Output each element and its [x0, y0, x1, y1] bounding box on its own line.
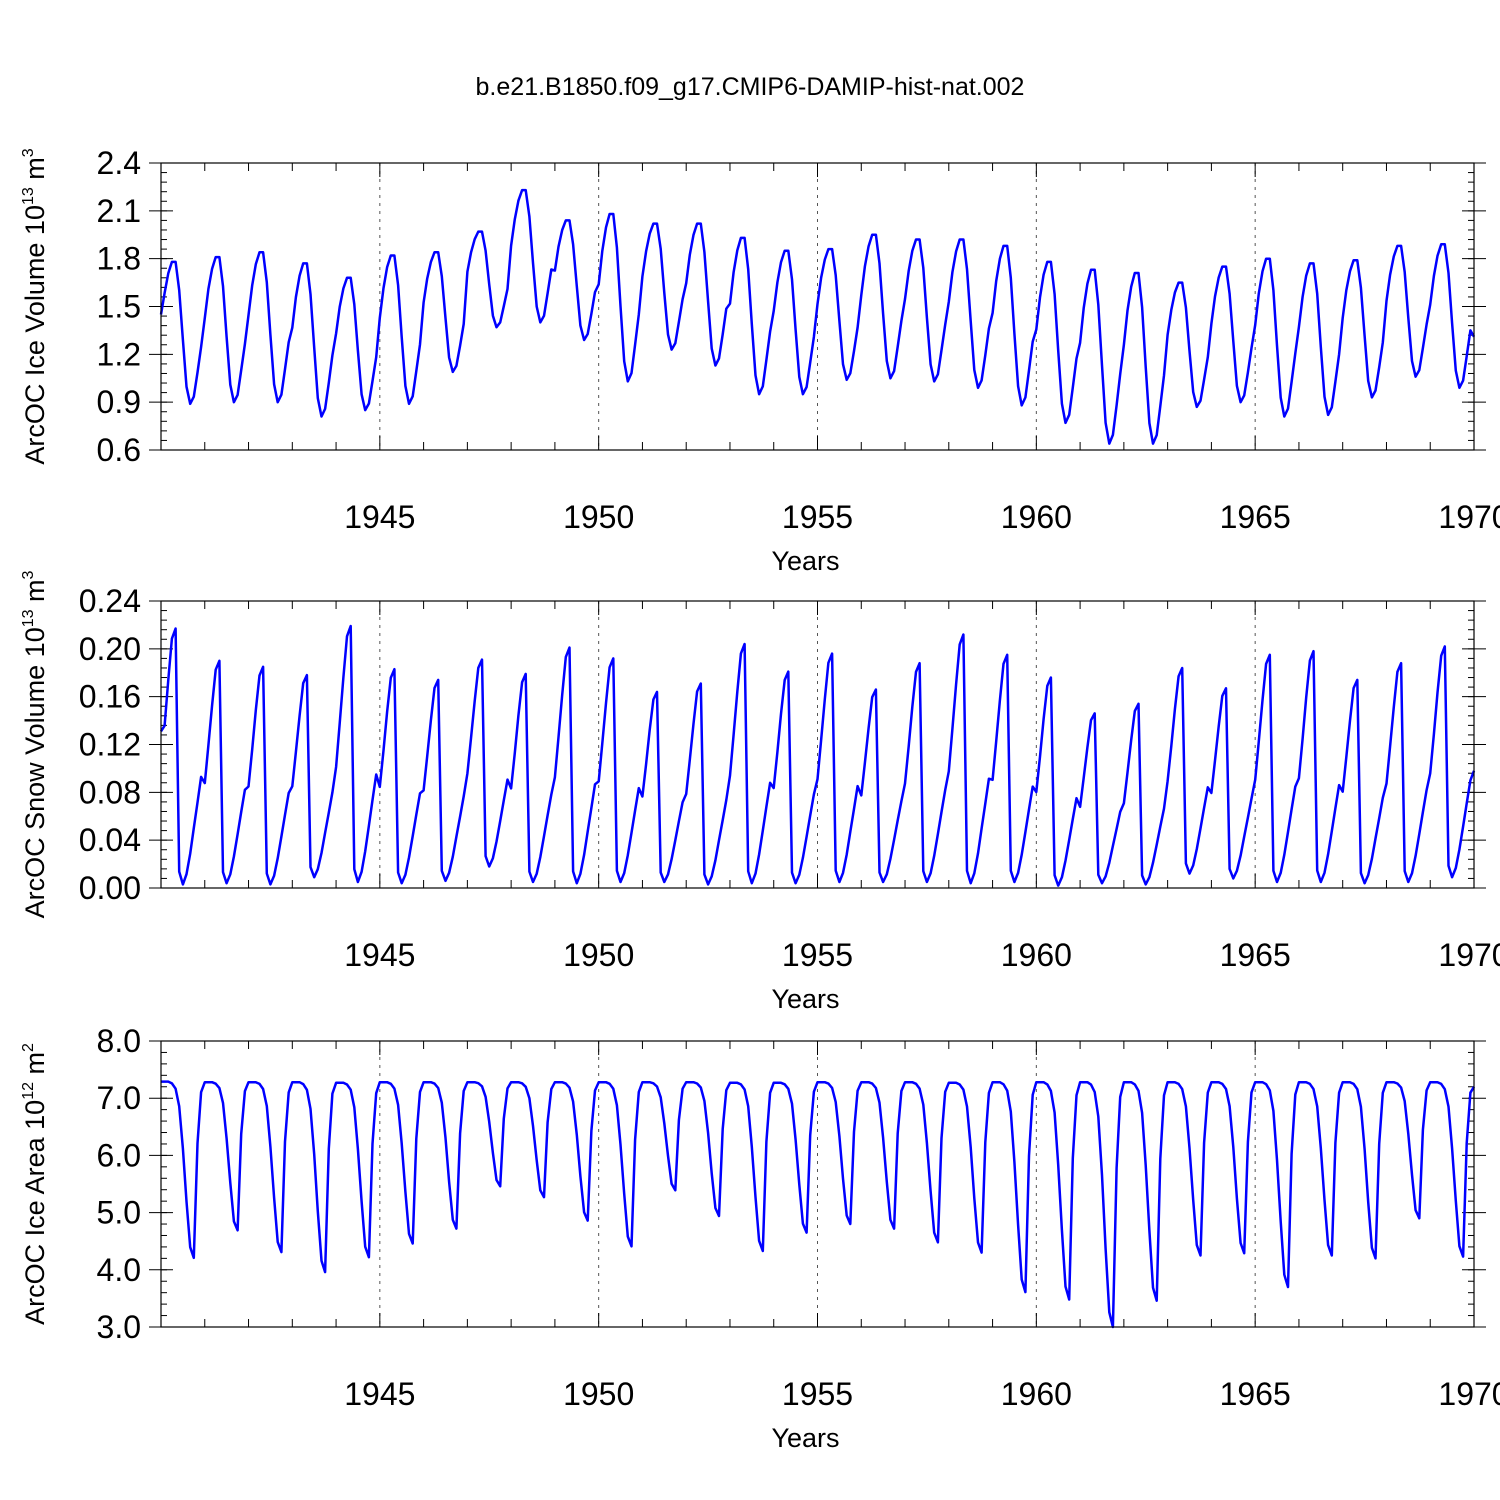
- x-tick-label: 1960: [1001, 1376, 1072, 1412]
- plot-frame: [160, 600, 1475, 889]
- x-axis-label: Years: [771, 546, 839, 576]
- x-tick-label: 1945: [344, 937, 415, 973]
- y-tick-label: 0.12: [79, 727, 141, 763]
- y-tick-label: 0.24: [79, 583, 141, 619]
- x-tick-label: 1945: [344, 499, 415, 535]
- x-tick-label: 1965: [1220, 937, 1291, 973]
- plot-frame: [160, 162, 1475, 451]
- x-tick-label: 1955: [782, 937, 853, 973]
- ice-area-series-line: [161, 1080, 1476, 1329]
- y-tick-label: 0.04: [79, 822, 141, 858]
- x-tick-label: 1955: [782, 1376, 853, 1412]
- y-tick-label: 4.0: [97, 1252, 141, 1288]
- x-tick-label: 1965: [1220, 499, 1291, 535]
- y-tick-label: 0.9: [97, 384, 141, 420]
- y-tick-label: 6.0: [97, 1137, 141, 1173]
- y-axis-label: ArcOC Snow Volume 1013 m3: [20, 570, 50, 918]
- y-tick-label: 0.20: [79, 631, 141, 667]
- y-tick-label: 0.16: [79, 679, 141, 715]
- plot-frame: [160, 1040, 1475, 1328]
- x-axis-label: Years: [771, 984, 839, 1014]
- y-tick-label: 0.08: [79, 774, 141, 810]
- y-axis-label: ArcOC Ice Volume 1013 m3: [20, 148, 50, 464]
- y-tick-label: 0.00: [79, 870, 141, 906]
- y-tick-label: 3.0: [97, 1309, 141, 1345]
- x-tick-label: 1955: [782, 499, 853, 535]
- x-tick-label: 1970: [1438, 937, 1500, 973]
- x-tick-label: 1950: [563, 1376, 634, 1412]
- figure-title: b.e21.B1850.f09_g17.CMIP6-DAMIP-hist-nat…: [476, 73, 1025, 101]
- y-tick-label: 1.5: [97, 289, 141, 325]
- x-axis-label: Years: [771, 1423, 839, 1453]
- snow-volume-panel: 0.00 0.04 0.08 0.12 0.16 0.20 0.24 1945 1950 1955…: [20, 570, 1500, 1014]
- x-tick-label: 1945: [344, 1376, 415, 1412]
- x-tick-label: 1960: [1001, 937, 1072, 973]
- y-tick-label: 1.2: [97, 336, 141, 372]
- y-tick-label: 2.4: [97, 145, 141, 181]
- ice-volume-series-line: [159, 188, 1476, 445]
- x-tick-label: 1970: [1438, 1376, 1500, 1412]
- y-tick-label: 8.0: [97, 1023, 141, 1059]
- y-tick-label: 0.6: [97, 432, 141, 468]
- y-tick-label: 2.1: [97, 193, 141, 229]
- x-tick-label: 1950: [563, 499, 634, 535]
- y-tick-label: 7.0: [97, 1080, 141, 1116]
- x-tick-label: 1950: [563, 937, 634, 973]
- x-tick-label: 1965: [1220, 1376, 1291, 1412]
- x-tick-label: 1970: [1438, 499, 1500, 535]
- y-axis-label: ArcOC Ice Area 1012 m2: [20, 1043, 50, 1325]
- ice-area-panel: 3.0 4.0 5.0 6.0 7.0 8.0 1945 1950 1955 1960 1965 19…: [20, 1023, 1500, 1453]
- y-tick-label: 1.8: [97, 241, 141, 277]
- x-tick-label: 1960: [1001, 499, 1072, 535]
- ice-volume-panel: 0.6 0.9 1.2 1.5 1.8 2.1 2.4 1945 1950 1955 1960 196…: [20, 145, 1500, 576]
- snow-volume-series-line: [159, 624, 1476, 887]
- y-tick-label: 5.0: [97, 1195, 141, 1231]
